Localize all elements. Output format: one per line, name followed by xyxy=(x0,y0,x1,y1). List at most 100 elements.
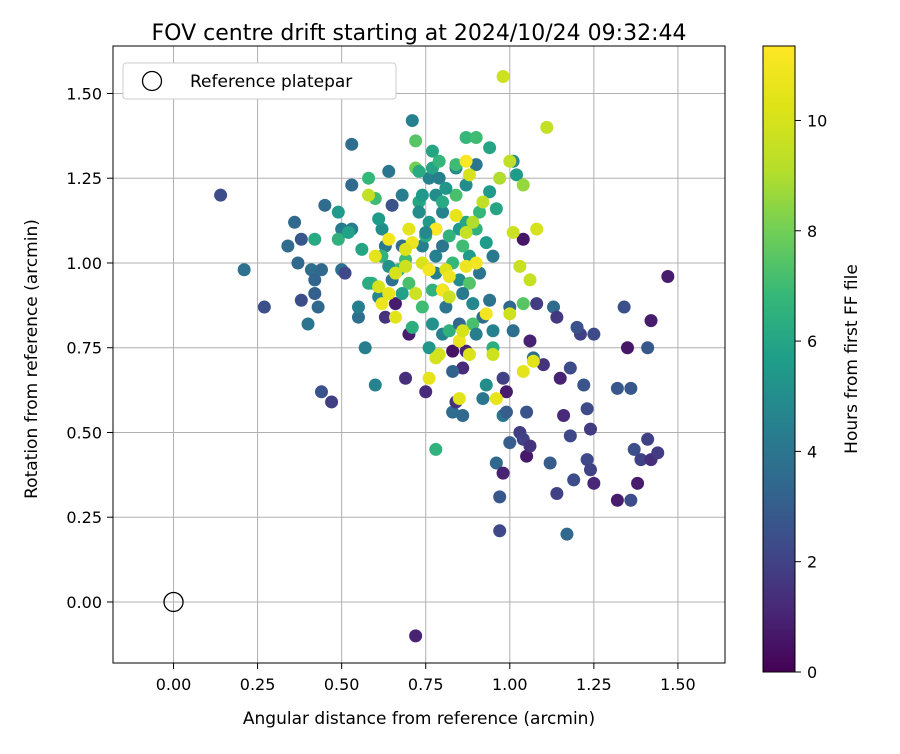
data-point xyxy=(479,378,493,392)
data-point xyxy=(456,324,470,338)
data-point xyxy=(294,232,308,246)
data-point xyxy=(459,225,473,239)
data-point xyxy=(331,205,345,219)
data-point xyxy=(314,385,328,399)
data-point xyxy=(523,439,537,453)
data-point xyxy=(641,432,655,446)
colorbar-tick-label: 4 xyxy=(807,442,817,461)
data-point xyxy=(409,286,423,300)
data-point xyxy=(496,70,510,84)
data-point xyxy=(412,164,426,178)
data-point xyxy=(580,453,594,467)
data-point xyxy=(459,259,473,273)
data-point xyxy=(452,334,466,348)
data-point xyxy=(446,364,460,378)
data-point xyxy=(489,456,503,470)
data-point xyxy=(399,371,413,385)
data-point xyxy=(425,144,439,158)
data-point xyxy=(378,310,392,324)
data-point xyxy=(439,181,453,195)
data-point xyxy=(301,317,315,331)
colorbar-label: Hours from first FF file xyxy=(842,264,862,454)
data-point xyxy=(432,154,446,168)
data-point xyxy=(442,270,456,284)
data-point xyxy=(577,378,591,392)
data-point xyxy=(402,276,416,290)
data-point xyxy=(432,171,446,185)
legend-box xyxy=(122,62,397,100)
data-point xyxy=(456,286,470,300)
data-point xyxy=(479,307,493,321)
data-point xyxy=(530,222,544,236)
x-tick-label: 1.25 xyxy=(576,675,612,694)
data-point xyxy=(304,263,318,277)
data-point xyxy=(422,171,436,185)
data-point xyxy=(372,280,386,294)
data-point xyxy=(355,242,369,256)
data-point xyxy=(419,385,433,399)
data-point xyxy=(358,341,372,355)
data-point xyxy=(503,154,517,168)
data-point xyxy=(318,198,332,212)
data-point xyxy=(473,266,487,280)
data-point xyxy=(459,154,473,168)
data-point xyxy=(442,324,456,338)
data-point xyxy=(503,307,517,321)
data-point xyxy=(405,114,419,128)
data-point xyxy=(452,273,466,287)
data-point xyxy=(476,195,490,209)
data-point xyxy=(483,185,497,199)
data-point xyxy=(567,473,581,487)
data-point xyxy=(651,446,665,460)
data-point xyxy=(610,381,624,395)
y-tick-label: 1.25 xyxy=(66,169,102,188)
data-point xyxy=(388,310,402,324)
data-point xyxy=(388,266,402,280)
data-point xyxy=(496,466,510,480)
reference-marker xyxy=(163,591,184,613)
colorbar-tick-label: 2 xyxy=(807,553,817,572)
data-point xyxy=(331,232,345,246)
data-point xyxy=(402,222,416,236)
x-tick-label: 0.25 xyxy=(240,675,276,694)
data-point xyxy=(288,215,302,229)
data-point xyxy=(362,188,376,202)
data-point xyxy=(372,212,386,226)
data-point xyxy=(459,131,473,145)
axes: 0.00 0.25 0.50 0.75 1.00 1.25 1.50 0.00 0.25 0.50… xyxy=(66,45,726,694)
colorbar-ticks: 0 2 4 6 8 10 xyxy=(795,111,827,682)
data-point xyxy=(395,286,409,300)
data-point xyxy=(536,358,550,372)
data-point xyxy=(557,409,571,423)
data-point xyxy=(516,297,530,311)
data-point xyxy=(395,188,409,202)
data-point xyxy=(510,168,524,182)
data-point xyxy=(415,239,429,253)
data-point xyxy=(415,300,429,314)
x-tick-label: 1.50 xyxy=(660,675,696,694)
data-point xyxy=(516,364,530,378)
data-point xyxy=(456,239,470,253)
y-tick-label: 0.00 xyxy=(66,593,102,612)
data-point xyxy=(368,378,382,392)
data-point xyxy=(429,249,443,263)
data-point xyxy=(462,276,476,290)
data-point xyxy=(489,392,503,406)
data-point xyxy=(620,341,634,355)
data-point xyxy=(388,297,402,311)
data-point xyxy=(563,361,577,375)
data-point xyxy=(425,283,439,297)
data-point xyxy=(459,178,473,192)
data-point xyxy=(351,310,365,324)
data-point xyxy=(466,297,480,311)
data-point xyxy=(399,259,413,273)
chart-title: FOV centre drift starting at 2024/10/24 … xyxy=(152,21,687,46)
data-point xyxy=(506,225,520,239)
data-point xyxy=(429,222,443,236)
data-point xyxy=(237,263,251,277)
data-point xyxy=(570,320,584,334)
legend: Reference platepar xyxy=(122,62,397,100)
data-point xyxy=(382,164,396,178)
data-point xyxy=(627,442,641,456)
